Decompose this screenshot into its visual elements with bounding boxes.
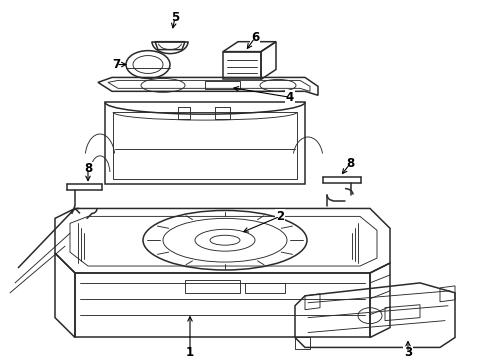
Text: 2: 2	[276, 210, 284, 223]
Text: 3: 3	[404, 346, 412, 359]
Text: 8: 8	[84, 162, 92, 175]
Text: 6: 6	[251, 31, 259, 44]
Text: 7: 7	[112, 58, 120, 71]
Text: 5: 5	[171, 12, 179, 24]
Text: 4: 4	[286, 91, 294, 104]
Text: 8: 8	[346, 157, 354, 170]
Text: 1: 1	[186, 346, 194, 359]
